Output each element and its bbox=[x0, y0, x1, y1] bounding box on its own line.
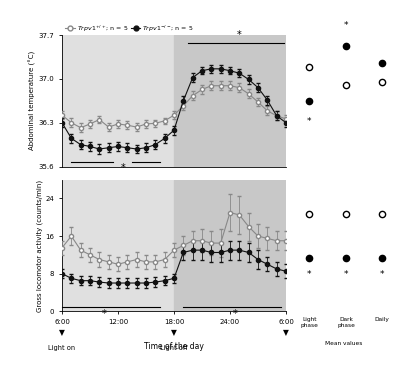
X-axis label: Time of the day: Time of the day bbox=[144, 342, 204, 350]
Text: *: * bbox=[344, 270, 348, 279]
Legend: $\it{Trpv1}^{+/+}$; n = 5, $\it{Trpv1}^{-/-}$; n = 5: $\it{Trpv1}^{+/+}$; n = 5, $\it{Trpv1}^{… bbox=[63, 21, 196, 36]
Text: *: * bbox=[120, 163, 125, 173]
Text: *: * bbox=[344, 21, 348, 30]
Text: ▼: ▼ bbox=[171, 328, 177, 337]
Text: ▼: ▼ bbox=[59, 328, 65, 337]
Text: Dark
phase: Dark phase bbox=[337, 317, 355, 328]
Text: *: * bbox=[307, 270, 312, 279]
Bar bbox=[62, 35, 174, 166]
Text: *: * bbox=[102, 309, 106, 319]
Text: *: * bbox=[307, 117, 312, 126]
Text: *: * bbox=[380, 270, 384, 279]
Bar bbox=[174, 180, 286, 311]
Text: Mean values: Mean values bbox=[325, 341, 363, 346]
Bar bbox=[62, 180, 174, 311]
Text: *: * bbox=[232, 309, 237, 319]
Text: Light on: Light on bbox=[48, 345, 76, 351]
Text: Light
phase: Light phase bbox=[300, 317, 318, 328]
Text: ▼: ▼ bbox=[283, 328, 289, 337]
Text: Daily: Daily bbox=[374, 317, 389, 322]
Bar bbox=[174, 35, 286, 166]
Text: *: * bbox=[237, 30, 242, 40]
Y-axis label: Abdominal temperature (°C): Abdominal temperature (°C) bbox=[29, 51, 36, 151]
Y-axis label: Gross locomotor activity (counts/min): Gross locomotor activity (counts/min) bbox=[36, 179, 42, 312]
Text: Light off: Light off bbox=[160, 345, 188, 351]
